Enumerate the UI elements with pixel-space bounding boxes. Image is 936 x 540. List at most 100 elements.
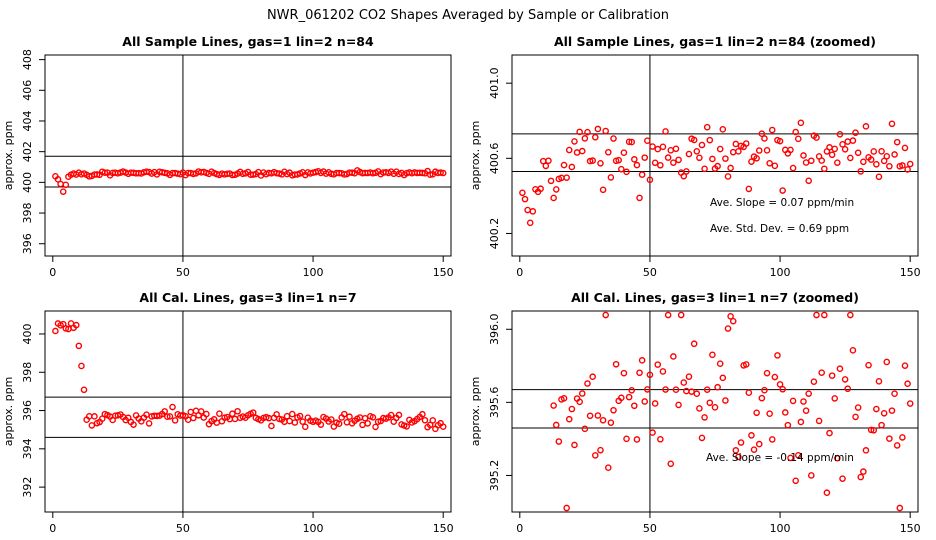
data-point bbox=[737, 439, 745, 446]
data-point bbox=[672, 145, 680, 153]
data-point bbox=[867, 156, 875, 163]
y-tick-label: 396 bbox=[21, 233, 34, 254]
data-point bbox=[664, 311, 672, 319]
data-point bbox=[591, 452, 599, 459]
data-point bbox=[706, 136, 714, 144]
data-point bbox=[372, 423, 379, 431]
data-point bbox=[878, 421, 885, 429]
data-point bbox=[190, 414, 197, 422]
data-point bbox=[576, 398, 583, 406]
y-tick-label: 400.6 bbox=[488, 143, 501, 175]
data-point bbox=[604, 148, 612, 156]
x-tick-label: 0 bbox=[516, 522, 523, 535]
data-point bbox=[753, 409, 760, 417]
data-point bbox=[748, 432, 755, 439]
data-point bbox=[839, 475, 846, 482]
x-tick-label: 0 bbox=[49, 522, 56, 535]
data-point bbox=[552, 421, 560, 429]
y-tick-label: 394 bbox=[21, 438, 34, 459]
data-point bbox=[802, 407, 810, 414]
data-point bbox=[628, 138, 636, 146]
data-point bbox=[768, 436, 776, 443]
data-point bbox=[852, 129, 859, 136]
data-point bbox=[654, 145, 662, 153]
data-point bbox=[901, 144, 909, 152]
data-point bbox=[896, 504, 904, 512]
data-point bbox=[836, 365, 844, 373]
data-point bbox=[659, 368, 667, 375]
data-point bbox=[878, 148, 885, 155]
data-point bbox=[875, 378, 883, 385]
data-point bbox=[766, 159, 773, 167]
data-point bbox=[636, 369, 643, 377]
data-point bbox=[815, 417, 823, 425]
data-point bbox=[698, 434, 706, 442]
data-point bbox=[654, 361, 662, 368]
data-point bbox=[560, 161, 568, 169]
data-point bbox=[578, 147, 586, 155]
data-point bbox=[828, 372, 836, 379]
data-point bbox=[641, 398, 649, 405]
data-point bbox=[628, 386, 636, 394]
plot-frame bbox=[511, 310, 919, 513]
data-point bbox=[426, 171, 434, 178]
data-point bbox=[883, 152, 891, 160]
data-point bbox=[662, 386, 669, 393]
data-point bbox=[763, 147, 771, 154]
data-point bbox=[249, 171, 257, 178]
data-point bbox=[893, 442, 901, 449]
data-point bbox=[633, 161, 641, 169]
data-point bbox=[249, 409, 257, 416]
data-point bbox=[805, 390, 812, 397]
y-tick-label: 402 bbox=[21, 141, 34, 162]
y-tick-label: 406 bbox=[21, 80, 34, 101]
x-tick-label: 150 bbox=[900, 266, 921, 279]
data-point bbox=[758, 394, 766, 402]
data-point bbox=[755, 147, 763, 154]
data-point bbox=[161, 408, 169, 415]
data-point bbox=[711, 404, 719, 411]
data-point bbox=[880, 157, 888, 165]
data-point bbox=[610, 406, 617, 414]
data-point bbox=[638, 171, 646, 178]
data-point bbox=[776, 137, 784, 145]
data-point bbox=[659, 143, 667, 151]
data-point bbox=[93, 171, 101, 178]
data-point bbox=[706, 399, 714, 407]
data-point bbox=[886, 435, 893, 442]
data-point bbox=[763, 369, 771, 377]
data-point bbox=[552, 186, 560, 193]
data-point bbox=[675, 156, 682, 164]
data-point bbox=[901, 362, 909, 369]
data-point bbox=[735, 148, 742, 155]
data-point bbox=[719, 374, 727, 382]
y-axis-label: approx. ppm bbox=[2, 121, 15, 191]
data-point bbox=[854, 149, 862, 157]
x-tick-label: 50 bbox=[176, 266, 190, 279]
data-point bbox=[873, 160, 880, 168]
x-tick-label: 50 bbox=[643, 266, 657, 279]
data-point bbox=[813, 311, 820, 319]
main-title: NWR_061202 CO2 Shapes Averaged by Sample… bbox=[267, 8, 669, 23]
y-tick-label: 396.0 bbox=[488, 314, 501, 346]
data-point bbox=[54, 176, 62, 183]
data-point bbox=[229, 410, 236, 418]
y-tick-label: 401.0 bbox=[488, 67, 501, 99]
data-point bbox=[340, 410, 348, 418]
data-point bbox=[831, 145, 839, 153]
data-point bbox=[672, 386, 680, 393]
data-point bbox=[771, 373, 779, 381]
data-point bbox=[865, 361, 872, 369]
data-point bbox=[623, 168, 630, 176]
annotation: Ave. Std. Dev. = 0.69 ppm bbox=[710, 223, 849, 235]
data-point bbox=[597, 446, 604, 454]
data-point bbox=[591, 133, 599, 141]
data-point bbox=[670, 353, 677, 360]
data-point bbox=[594, 412, 602, 419]
data-point bbox=[403, 423, 411, 430]
data-point bbox=[893, 138, 901, 146]
data-point bbox=[701, 165, 708, 173]
data-point bbox=[685, 150, 693, 158]
data-point bbox=[91, 413, 98, 420]
data-point bbox=[78, 362, 85, 370]
